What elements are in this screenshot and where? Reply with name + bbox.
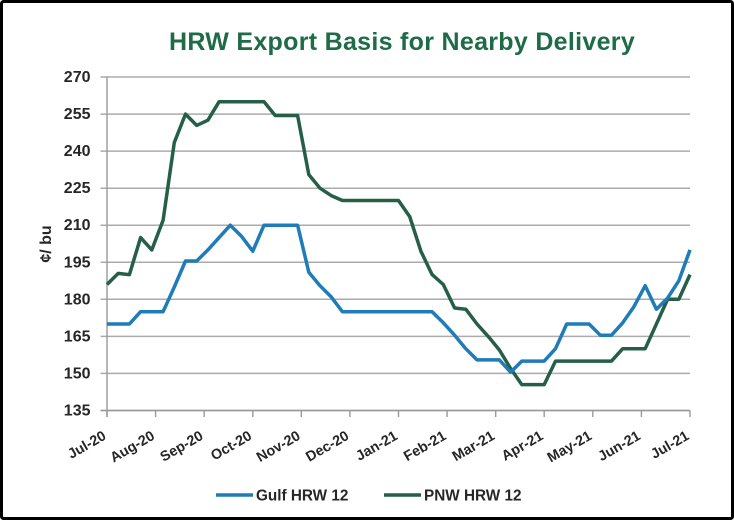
svg-text:Mar-21: Mar-21 (450, 428, 498, 465)
svg-text:150: 150 (64, 365, 91, 382)
svg-text:Feb-21: Feb-21 (401, 428, 449, 465)
svg-text:¢/ bu: ¢/ bu (38, 225, 55, 262)
svg-text:PNW HRW 12: PNW HRW 12 (424, 488, 521, 505)
svg-text:270: 270 (64, 69, 91, 86)
svg-text:240: 240 (64, 143, 91, 160)
svg-text:180: 180 (64, 291, 91, 308)
svg-text:135: 135 (64, 403, 91, 420)
svg-text:Dec-20: Dec-20 (303, 428, 352, 465)
svg-text:255: 255 (64, 106, 91, 123)
svg-text:195: 195 (64, 254, 91, 271)
svg-text:Gulf HRW 12: Gulf HRW 12 (256, 488, 348, 505)
svg-text:May-21: May-21 (545, 428, 595, 466)
svg-text:165: 165 (64, 328, 91, 345)
svg-text:Oct-20: Oct-20 (208, 428, 255, 464)
svg-text:Jun-21: Jun-21 (595, 428, 643, 465)
svg-text:Jul-21: Jul-21 (648, 428, 692, 463)
svg-text:Nov-20: Nov-20 (254, 428, 303, 466)
svg-text:Aug-20: Aug-20 (108, 428, 158, 466)
svg-text:HRW Export Basis for Nearby De: HRW Export Basis for Nearby Delivery (169, 28, 635, 56)
svg-text:Sep-20: Sep-20 (158, 428, 207, 465)
svg-text:225: 225 (64, 180, 91, 197)
svg-text:Apr-21: Apr-21 (499, 428, 546, 465)
svg-text:Jan-21: Jan-21 (353, 428, 400, 465)
svg-text:Jul-20: Jul-20 (65, 428, 109, 463)
svg-text:210: 210 (64, 217, 91, 234)
